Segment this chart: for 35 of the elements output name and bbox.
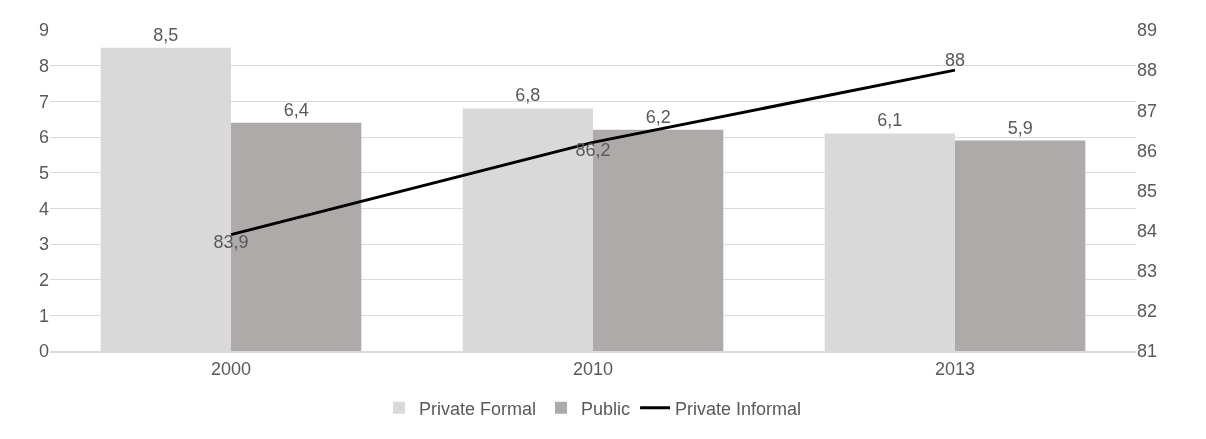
data-label: 6,1 [877,110,903,131]
y2-tick-label: 81 [1137,341,1158,362]
y2-tick-label: 88 [1137,60,1158,81]
y2-tick-label: 84 [1137,220,1158,241]
y2-tick-label: 83 [1137,261,1158,282]
y2-tick-label: 86 [1137,140,1158,161]
data-label: 6,8 [515,85,541,106]
data-label: 83,9 [213,232,249,253]
x-tick-label: 2013 [934,358,976,379]
legend-label: Private Informal [675,398,802,419]
x-tick-label: 2000 [210,358,252,379]
y-tick-label: 6 [38,127,49,148]
data-label: 8,5 [153,24,179,45]
data-label: 6,4 [283,99,309,120]
data-label: 6,2 [645,106,671,127]
bar [955,140,1086,351]
y-tick-label: 9 [38,20,49,41]
data-label: 88 [944,49,966,70]
y2-tick-label: 82 [1137,301,1158,322]
legend-label: Public [581,398,631,419]
y-tick-label: 2 [38,269,49,290]
y-tick-label: 1 [38,305,49,326]
y-tick-label: 4 [38,198,49,219]
y-tick-label: 5 [38,162,49,183]
data-label: 5,9 [1007,117,1033,138]
y2-tick-label: 87 [1137,100,1158,121]
y-tick-label: 3 [38,234,49,255]
legend-label: Private Formal [419,398,537,419]
y2-tick-label: 89 [1137,20,1158,41]
y-tick-label: 0 [38,341,49,362]
y-tick-label: 8 [38,55,49,76]
x-tick-label: 2010 [572,358,614,379]
data-label: 86,2 [575,139,611,160]
y2-tick-label: 85 [1137,180,1158,201]
y-tick-label: 7 [38,91,49,112]
